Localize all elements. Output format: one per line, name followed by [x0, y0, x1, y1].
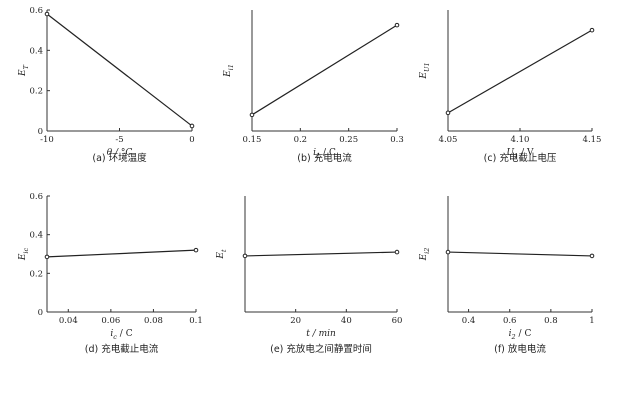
- x-tick-label: -10: [40, 135, 54, 145]
- x-tick-label: 0.6: [503, 316, 517, 326]
- x-tick-label: 20: [290, 316, 301, 326]
- y-axis-label: Ei2: [419, 248, 431, 262]
- y-tick-label: 0: [38, 308, 43, 318]
- panel-caption: (a) 环境温度: [92, 152, 147, 164]
- series-line: [447, 29, 593, 114]
- x-tick-label: 0.3: [390, 135, 404, 145]
- y-tick-label: 0.6: [29, 6, 43, 16]
- y-tick-label: 0.2: [29, 87, 43, 97]
- series-line: [46, 13, 193, 127]
- x-tick-label: 0.08: [144, 316, 163, 326]
- series-line: [447, 251, 593, 257]
- x-axis-label: ic / C: [110, 329, 132, 341]
- x-tick-label: 4.05: [439, 135, 458, 145]
- y-axis-label: EU1: [419, 62, 431, 79]
- x-tick-label: 0.1: [189, 316, 203, 326]
- panel-b: 0.15 0.2 0.25 0.3 i1 / C Ei1 (b) 充电电流: [223, 10, 404, 164]
- panel-e: 20 40 60 t / min Et (e) 充放电之间静置时间: [216, 196, 402, 355]
- panel-d: 0.04 0.06 0.08 0.1 0 0.2 0.4 0.6 ic / C Eic (d) 充电…: [18, 192, 203, 355]
- panel-f: 0.4 0.6 0.8 1 i2 / C Ei2 (f) 放电电流: [419, 196, 595, 355]
- x-tick-label: 0: [189, 135, 194, 145]
- data-point: [193, 247, 199, 253]
- y-tick-label: 0: [38, 127, 43, 137]
- data-point: [189, 123, 195, 129]
- x-tick-label: 0.2: [294, 135, 308, 145]
- x-tick-label: 0.25: [339, 135, 358, 145]
- series-line: [251, 24, 398, 116]
- x-tick-label: 4.10: [511, 135, 530, 145]
- x-tick-label: 1: [589, 316, 594, 326]
- data-point: [44, 11, 50, 17]
- panel-caption: (f) 放电电流: [494, 343, 546, 355]
- y-tick-label: 0.2: [29, 269, 43, 279]
- x-tick-label: 40: [341, 316, 352, 326]
- x-tick-label: 0.4: [462, 316, 476, 326]
- x-tick-label: -5: [115, 135, 123, 145]
- data-point: [445, 110, 451, 116]
- x-axis-label: θ / °C: [107, 148, 133, 158]
- x-tick-label: 0.15: [243, 135, 262, 145]
- panel-caption: (b) 充电电流: [297, 152, 352, 164]
- y-tick-label: 0.4: [29, 46, 43, 56]
- x-axis-label: i1 / C: [313, 148, 336, 160]
- y-axis-label: Ei1: [223, 64, 235, 78]
- panel-caption: (d) 充电截止电流: [85, 343, 159, 355]
- data-point: [242, 253, 248, 259]
- data-point: [394, 249, 400, 255]
- y-axis-label: Et: [216, 249, 228, 260]
- x-axis-label: U1 / V: [507, 148, 534, 160]
- x-tick-label: 0.8: [544, 316, 558, 326]
- x-tick-label: 4.15: [583, 135, 602, 145]
- data-point: [589, 27, 595, 33]
- series-line: [46, 249, 197, 258]
- panel-caption: (e) 充放电之间静置时间: [270, 343, 372, 355]
- data-point: [394, 22, 400, 28]
- y-tick-label: 0.6: [29, 192, 43, 202]
- data-point: [249, 112, 255, 118]
- y-axis-label: Eic: [18, 247, 30, 261]
- x-tick-label: 0.04: [59, 316, 78, 326]
- panel-c: 4.05 4.10 4.15 U1 / V EU1 (c) 充电截止电压: [419, 10, 601, 164]
- x-tick-label: 0.06: [101, 316, 120, 326]
- data-point: [589, 253, 595, 259]
- y-tick-label: 0.4: [29, 231, 43, 241]
- y-axis-label: ET: [18, 64, 30, 77]
- data-point: [44, 254, 50, 260]
- data-point: [445, 249, 451, 255]
- x-tick-label: 60: [392, 316, 403, 326]
- panel-caption: (c) 充电截止电压: [484, 152, 557, 164]
- x-axis-label: t / min: [306, 329, 336, 339]
- x-axis-label: i2 / C: [509, 329, 532, 341]
- series-line: [244, 251, 398, 257]
- panel-a: -10 -5 0 0 0.2 0.4 0.6 θ / °C ET (a) 环境温度: [18, 6, 195, 164]
